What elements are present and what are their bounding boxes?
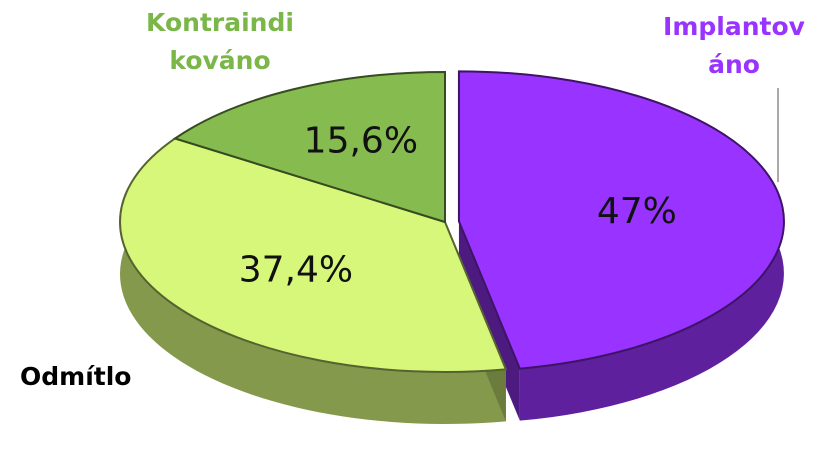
slice [172,70,446,224]
slice [457,70,785,370]
value-label: 15,6% [304,121,418,162]
value-label: 47% [597,191,677,232]
category-label: Odmítlo [20,362,132,391]
value-label: 37,4% [239,250,353,291]
category-label: Kontraindikováno [146,8,294,75]
slice-side-wall [120,138,506,424]
category-label: Implantováno [663,12,805,79]
slice [119,137,508,373]
